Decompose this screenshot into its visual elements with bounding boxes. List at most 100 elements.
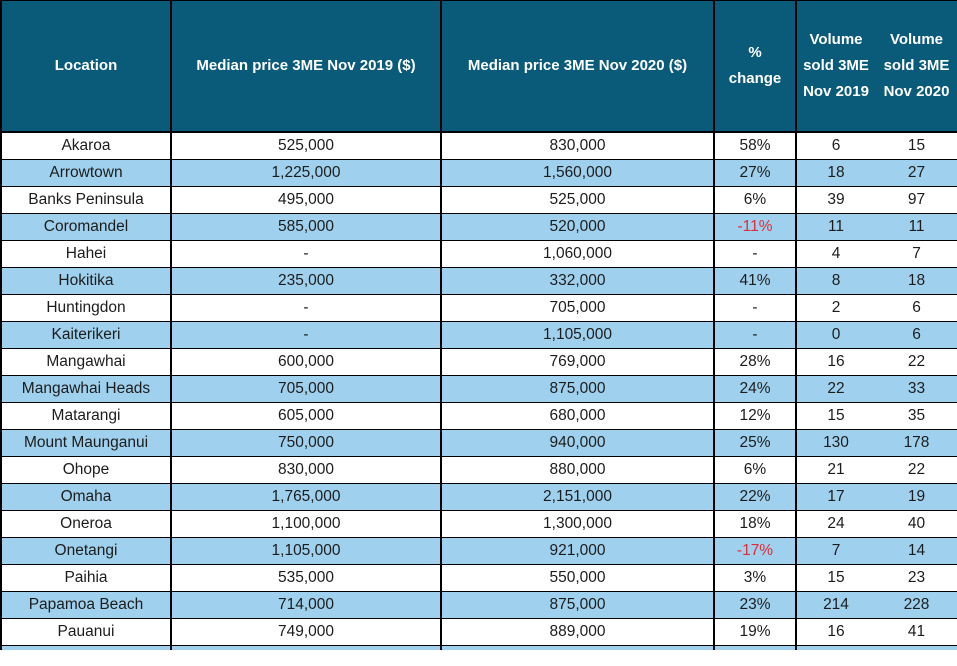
- location-cell: Kaiterikeri: [1, 321, 172, 349]
- price-2019-cell: -: [171, 240, 442, 268]
- table-row: Coromandel 585,000 520,000 -11% 11 11: [1, 213, 957, 241]
- volume-2020-cell: 19: [875, 483, 957, 511]
- price-2020-cell: 1,060,000: [441, 240, 715, 268]
- price-2020-cell: 680,000: [441, 402, 715, 430]
- volume-2020-cell: 97: [875, 186, 957, 214]
- price-2019-cell: 1,225,000: [171, 159, 442, 187]
- volume-2019-cell: 15: [796, 564, 875, 592]
- price-2020-cell: 1,560,000: [441, 159, 715, 187]
- price-2020-cell: 875,000: [441, 591, 715, 619]
- volume-2019-cell: 4: [796, 240, 875, 268]
- location-cell: Mangawhai: [1, 348, 172, 376]
- price-2020-cell: 1,105,000: [441, 321, 715, 349]
- pct-change-cell: -: [714, 294, 797, 322]
- pct-change-cell: 19%: [714, 618, 797, 646]
- price-2020-cell: 1,300,000: [441, 510, 715, 538]
- location-cell: Mount Maunganui: [1, 429, 172, 457]
- location-cell: Onetangi: [1, 537, 172, 565]
- volume-2019-cell: 22: [796, 375, 875, 403]
- header-price-2019: Median price 3ME Nov 2019 ($): [171, 0, 442, 133]
- table-row: Huntingdon - 705,000 - 2 6: [1, 294, 957, 322]
- location-cell: Ohope: [1, 456, 172, 484]
- volume-2020-cell: 7: [875, 240, 957, 268]
- pct-change-cell: 6%: [714, 456, 797, 484]
- location-cell: Hahei: [1, 240, 172, 268]
- price-2019-cell: 1,765,000: [171, 483, 442, 511]
- price-2019-cell: 1,100,000: [171, 510, 442, 538]
- volume-2019-cell: 0: [796, 321, 875, 349]
- location-cell: Akaroa: [1, 131, 172, 160]
- price-2019-cell: 585,000: [171, 213, 442, 241]
- volume-2020-cell: 40: [875, 510, 957, 538]
- volume-2019-cell: 6: [796, 131, 875, 160]
- pct-change-cell: 24%: [714, 375, 797, 403]
- table-row: Mount Maunganui 750,000 940,000 25% 130 …: [1, 429, 957, 457]
- volume-2020-cell: 35: [875, 402, 957, 430]
- location-cell: Coromandel: [1, 213, 172, 241]
- table-row: Hahei - 1,060,000 - 4 7: [1, 240, 957, 268]
- header-volume-2019: Volume sold 3ME Nov 2019: [796, 0, 875, 133]
- table-row: Banks Peninsula 495,000 525,000 6% 39 97: [1, 186, 957, 214]
- price-2019-cell: 714,000: [171, 591, 442, 619]
- price-2020-cell: 921,000: [441, 537, 715, 565]
- table-row: Papamoa Beach 714,000 875,000 23% 214 22…: [1, 591, 957, 619]
- pct-change-cell: 12%: [714, 402, 797, 430]
- location-cell: Banks Peninsula: [1, 186, 172, 214]
- price-2019-cell: 235,000: [171, 267, 442, 295]
- header-volume-2020: Volume sold 3ME Nov 2020: [875, 0, 957, 133]
- pct-change-cell: 22%: [714, 483, 797, 511]
- location-cell: Huntingdon: [1, 294, 172, 322]
- volume-2019-cell: 18: [796, 159, 875, 187]
- price-2020-cell: 769,000: [441, 348, 715, 376]
- table-row: Kaiterikeri - 1,105,000 - 0 6: [1, 321, 957, 349]
- price-2019-cell: 600,000: [171, 348, 442, 376]
- volume-2019-cell: 16: [796, 618, 875, 646]
- price-2019-cell: 749,000: [171, 618, 442, 646]
- price-2019-cell: 495,000: [171, 186, 442, 214]
- volume-2019-cell: 21: [796, 456, 875, 484]
- volume-2020-cell: 23: [875, 564, 957, 592]
- location-cell: Oneroa: [1, 510, 172, 538]
- volume-2020-cell: 15: [875, 131, 957, 160]
- pct-change-cell: 27%: [714, 159, 797, 187]
- volume-2019-cell: 24: [796, 510, 875, 538]
- volume-2019-cell: 2: [796, 294, 875, 322]
- partial-next-row: [1, 645, 957, 650]
- price-2019-cell: 535,000: [171, 564, 442, 592]
- table-row: Onetangi 1,105,000 921,000 -17% 7 14: [1, 537, 957, 565]
- price-2019-cell: 830,000: [171, 456, 442, 484]
- table-row: Akaroa 525,000 830,000 58% 6 15: [1, 131, 957, 160]
- location-cell: Pauanui: [1, 618, 172, 646]
- header-price-2020: Median price 3ME Nov 2020 ($): [441, 0, 715, 133]
- volume-2020-cell: 22: [875, 348, 957, 376]
- volume-2019-cell: 17: [796, 483, 875, 511]
- price-2019-cell: -: [171, 294, 442, 322]
- location-cell: Omaha: [1, 483, 172, 511]
- price-2020-cell: 830,000: [441, 131, 715, 160]
- table-row: Hokitika 235,000 332,000 41% 8 18: [1, 267, 957, 295]
- price-2020-cell: 332,000: [441, 267, 715, 295]
- pct-change-cell: -11%: [714, 213, 797, 241]
- location-cell: Mangawhai Heads: [1, 375, 172, 403]
- table-row: Mangawhai Heads 705,000 875,000 24% 22 3…: [1, 375, 957, 403]
- pct-change-cell: 6%: [714, 186, 797, 214]
- pct-change-cell: 23%: [714, 591, 797, 619]
- price-2019-cell: 605,000: [171, 402, 442, 430]
- volume-2020-cell: 33: [875, 375, 957, 403]
- table-body: Akaroa 525,000 830,000 58% 6 15 Arrowtow…: [1, 131, 957, 646]
- location-cell: Hokitika: [1, 267, 172, 295]
- volume-2020-cell: 18: [875, 267, 957, 295]
- price-2020-cell: 940,000: [441, 429, 715, 457]
- location-cell: Matarangi: [1, 402, 172, 430]
- price-2020-cell: 889,000: [441, 618, 715, 646]
- location-cell: Arrowtown: [1, 159, 172, 187]
- volume-2019-cell: 130: [796, 429, 875, 457]
- volume-2019-cell: 214: [796, 591, 875, 619]
- header-pct-change: % change: [714, 0, 797, 133]
- price-2020-cell: 875,000: [441, 375, 715, 403]
- volume-2020-cell: 6: [875, 321, 957, 349]
- pct-change-cell: -: [714, 240, 797, 268]
- pct-change-cell: 41%: [714, 267, 797, 295]
- volume-2020-cell: 22: [875, 456, 957, 484]
- price-2020-cell: 705,000: [441, 294, 715, 322]
